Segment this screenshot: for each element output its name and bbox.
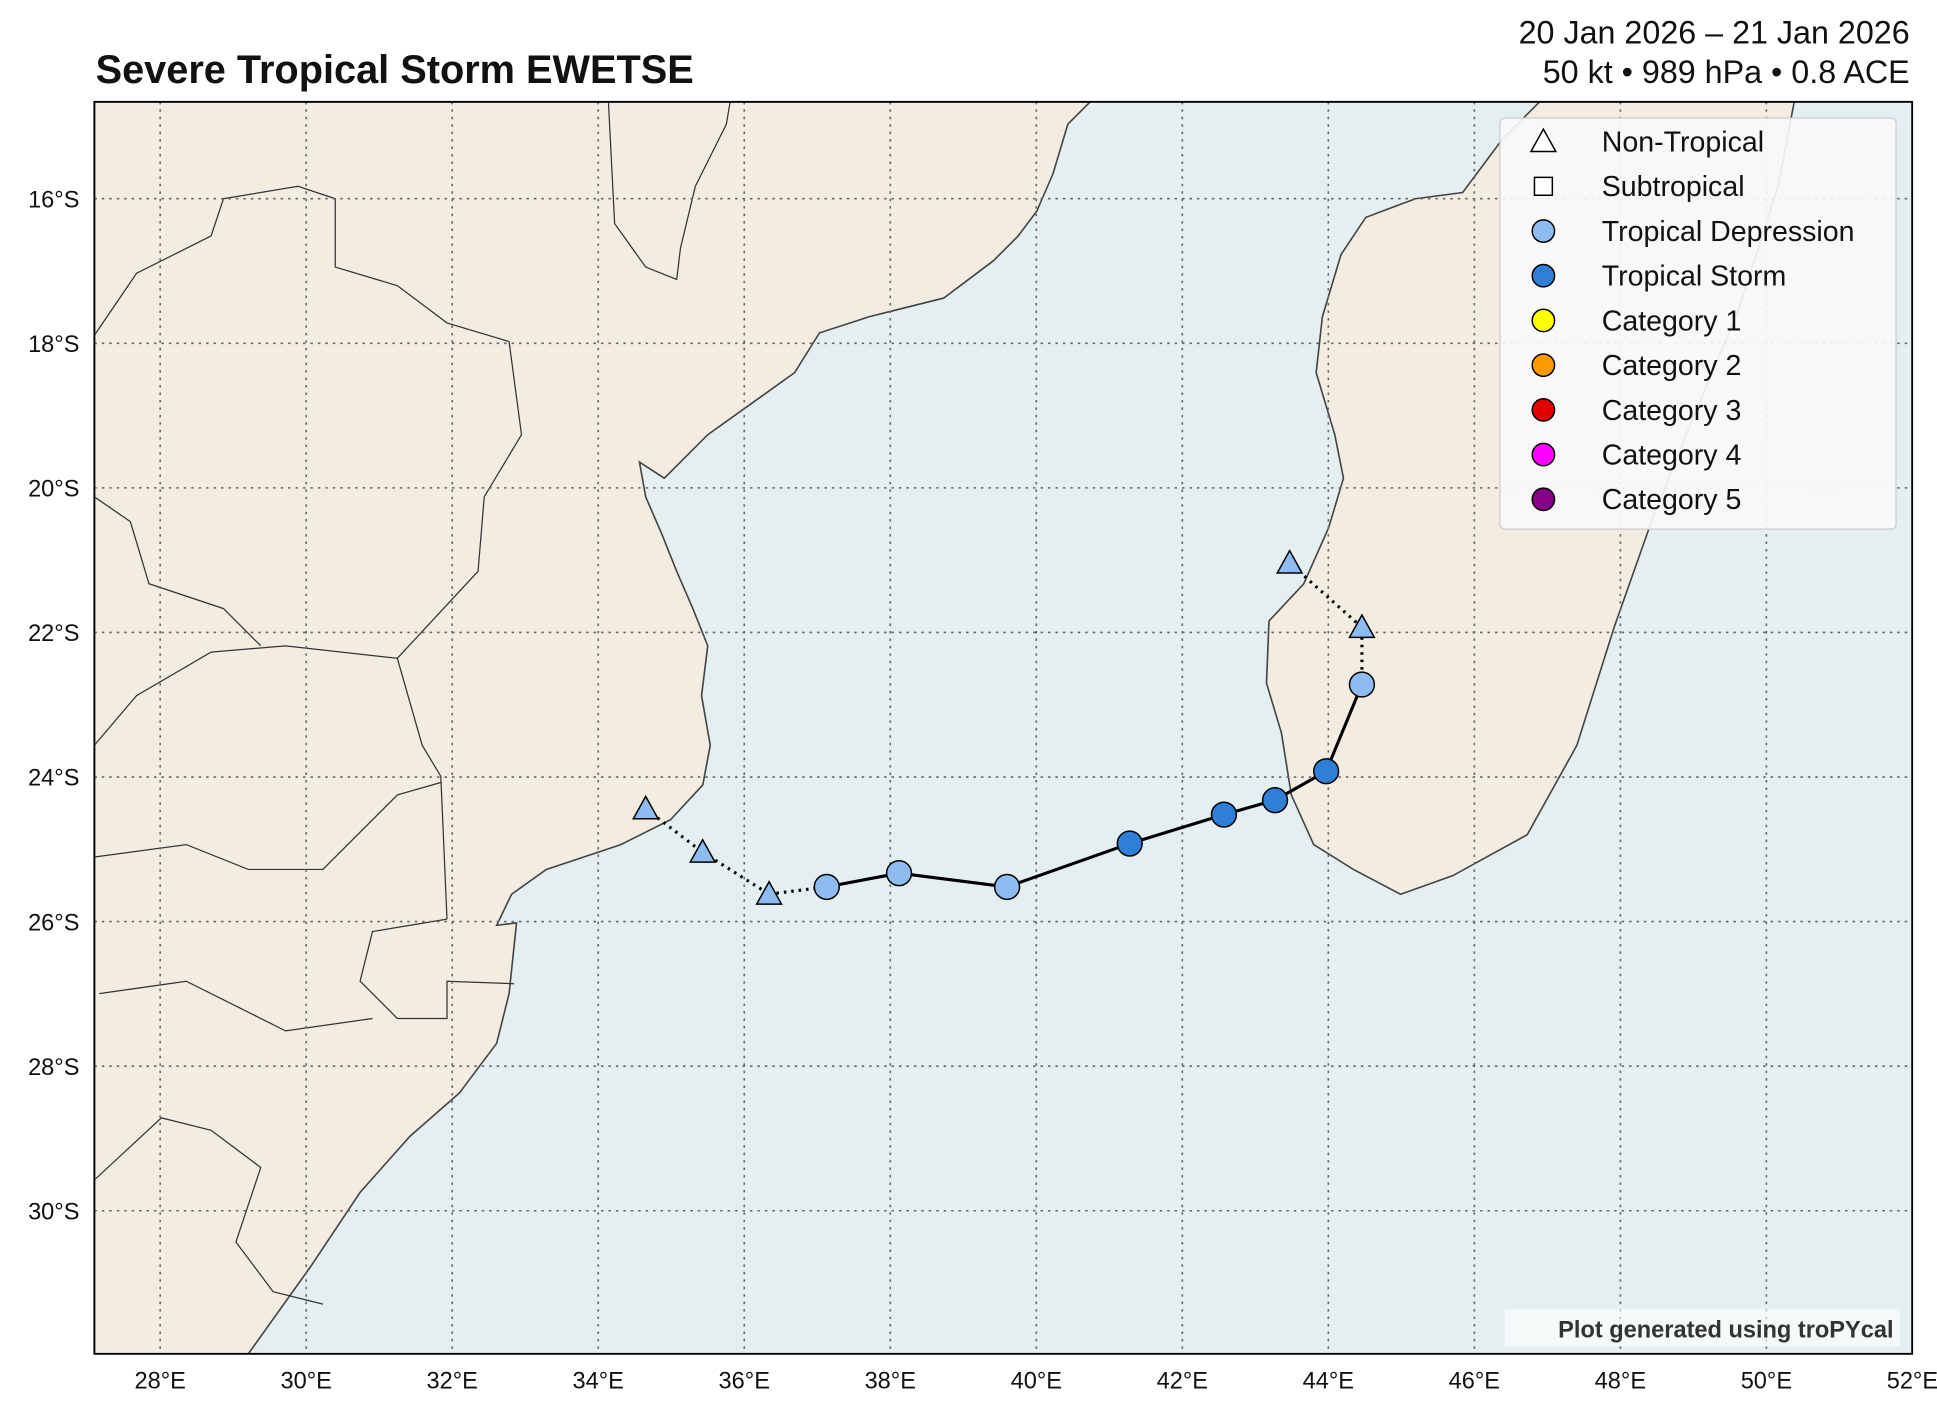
legend-marker-circle xyxy=(1531,442,1556,467)
x-tick-label: 40°E xyxy=(1011,1368,1062,1394)
legend-marker-circle xyxy=(1531,353,1556,378)
x-axis-ticks: 28°E 30°E 32°E 34°E 36°E 38°E 40°E 42°E 44°E 46°E… xyxy=(134,1368,1937,1394)
track-point-circle-marker xyxy=(1261,786,1289,814)
legend-marker-circle xyxy=(1531,308,1556,333)
track-point-triangle-marker xyxy=(1348,613,1376,639)
y-tick-label: 18°S xyxy=(28,331,79,357)
x-tick-label: 28°E xyxy=(134,1368,185,1394)
track-point-circle-marker xyxy=(813,873,840,901)
track-point-circle-marker xyxy=(1116,830,1143,857)
x-tick-label: 52°E xyxy=(1887,1368,1937,1394)
y-axis-ticks: 16°S 18°S 20°S 22°S 24°S 26°S 28°S 30°S xyxy=(28,186,79,1224)
credit-text: Plot generated using troPYcal xyxy=(1558,1317,1893,1343)
x-tick-label: 46°E xyxy=(1449,1368,1500,1394)
x-tick-label: 48°E xyxy=(1595,1368,1646,1394)
track-segment xyxy=(898,871,1008,889)
storm-track xyxy=(632,549,1376,905)
date-range: 20 Jan 2026 – 21 Jan 2026 xyxy=(1519,14,1910,50)
x-tick-label: 42°E xyxy=(1157,1368,1208,1394)
legend-marker-triangle xyxy=(1529,127,1558,153)
map-frame xyxy=(93,100,1914,1355)
legend-label: Tropical Depression xyxy=(1602,216,1855,248)
legend-marker-circle xyxy=(1531,263,1556,288)
track-segment xyxy=(1324,683,1364,772)
x-tick-label: 34°E xyxy=(573,1368,624,1394)
y-tick-label: 26°S xyxy=(28,909,79,935)
legend-label: Non-Tropical xyxy=(1602,127,1764,159)
storm-stats: 50 kt • 989 hPa • 0.8 ACE xyxy=(1543,54,1910,90)
legend-marker-square xyxy=(1533,176,1554,196)
track-segment xyxy=(701,850,770,896)
track-segment xyxy=(1288,561,1363,629)
y-tick-label: 16°S xyxy=(28,186,79,212)
track-point-triangle-marker xyxy=(755,880,783,905)
legend-label: Category 5 xyxy=(1602,484,1742,516)
track-segment xyxy=(768,885,827,896)
y-tick-label: 30°S xyxy=(28,1198,79,1224)
track-segment xyxy=(644,807,704,854)
legend-marker-circle xyxy=(1531,219,1556,243)
legend-marker-circle xyxy=(1531,397,1556,422)
track-segment xyxy=(1129,813,1225,846)
map-title: Severe Tropical Storm EWETSE xyxy=(96,48,694,92)
track-point-triangle-marker xyxy=(688,838,717,863)
x-tick-label: 38°E xyxy=(865,1368,916,1394)
x-tick-label: 50°E xyxy=(1741,1368,1792,1394)
x-tick-label: 44°E xyxy=(1303,1368,1354,1394)
legend-label: Category 3 xyxy=(1602,395,1742,427)
track-segment xyxy=(1006,842,1131,889)
y-tick-label: 28°S xyxy=(28,1054,79,1080)
legend-marker-circle xyxy=(1531,487,1556,512)
legend-label: Category 2 xyxy=(1602,350,1742,382)
track-point-triangle-marker xyxy=(1275,549,1304,574)
country-borders xyxy=(94,101,731,1305)
legend: Non-Tropical Subtropical Tropical Depressi… xyxy=(1499,117,1897,530)
track-point-circle-marker xyxy=(885,860,913,887)
africa-land xyxy=(94,101,1092,1354)
track-point-triangle-marker xyxy=(632,794,660,820)
y-tick-label: 20°S xyxy=(28,476,79,502)
track-point-circle-marker xyxy=(1312,758,1340,785)
track-point-circle-marker xyxy=(1210,801,1238,828)
track-point-circle-marker xyxy=(1348,671,1376,698)
track-point-circle-marker xyxy=(993,873,1021,901)
y-tick-label: 22°S xyxy=(28,620,79,646)
y-tick-label: 24°S xyxy=(28,765,79,791)
legend-label: Category 1 xyxy=(1602,305,1742,337)
legend-label: Subtropical xyxy=(1602,171,1745,203)
x-tick-label: 32°E xyxy=(427,1368,478,1394)
legend-label: Category 4 xyxy=(1602,440,1742,472)
x-tick-label: 36°E xyxy=(719,1368,770,1394)
legend-label: Tropical Storm xyxy=(1602,261,1787,293)
x-tick-label: 30°E xyxy=(281,1368,332,1394)
